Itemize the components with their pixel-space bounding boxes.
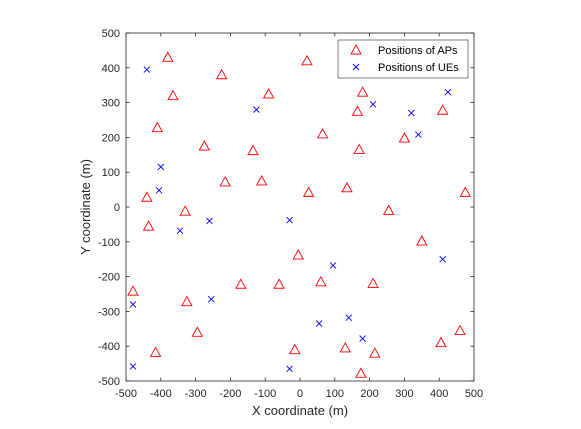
y-tick-label: -100 — [98, 237, 120, 249]
ap-point — [181, 295, 193, 307]
ap-point — [292, 249, 305, 260]
legend: Positions of APs Positions of UEs — [337, 39, 469, 79]
x-tick-label: -200 — [219, 388, 241, 400]
x-tick-label: 0 — [297, 388, 303, 400]
ap-point — [235, 278, 247, 289]
ap-point — [353, 143, 365, 155]
x-tick-label: 300 — [395, 388, 413, 400]
ue-point — [439, 255, 446, 263]
ap-point — [141, 191, 153, 202]
x-tick-label: 400 — [430, 388, 448, 400]
ap-point — [315, 275, 327, 287]
ap-point — [302, 186, 315, 197]
ap-point — [436, 104, 449, 115]
ue-point — [129, 301, 137, 308]
ap-point — [369, 347, 381, 358]
y-axis-ticks: -500 -400 -300 -200 -100 0 100 200 300 400 500 — [98, 28, 474, 388]
ap-point — [127, 285, 139, 296]
ap-point — [339, 342, 352, 353]
ap-point — [316, 127, 329, 139]
y-axis-label: Y coordinate (m) — [78, 159, 93, 255]
ap-point — [341, 181, 353, 193]
ap-point — [459, 186, 472, 197]
ue-point — [345, 314, 353, 321]
ap-point — [355, 367, 367, 378]
y-tick-label: 200 — [102, 132, 120, 144]
ap-point — [215, 68, 228, 80]
x-tick-label: -400 — [150, 388, 172, 400]
ap-point — [301, 54, 313, 66]
ue-point — [444, 88, 452, 96]
y-tick-label: 0 — [114, 202, 120, 214]
y-tick-label: -200 — [98, 272, 120, 284]
ap-point — [219, 176, 231, 187]
ue-point — [329, 262, 337, 269]
ap-point — [273, 278, 285, 289]
ap-point — [351, 105, 364, 116]
ue-point — [286, 216, 293, 224]
ue-point — [359, 335, 366, 342]
x-tick-label: -100 — [254, 388, 276, 400]
ap-point — [255, 174, 268, 186]
ap-point — [198, 140, 211, 151]
ue-point — [207, 295, 215, 303]
ap-point — [435, 336, 447, 348]
y-tick-label: -500 — [98, 376, 120, 388]
ap-point — [167, 89, 179, 101]
legend-ap-label: Positions of APs — [378, 45, 458, 57]
y-tick-label: 300 — [102, 98, 120, 110]
ue-point — [253, 106, 260, 113]
ue-point — [206, 217, 213, 225]
ue-point — [143, 66, 151, 73]
y-tick-label: -400 — [98, 341, 120, 353]
ap-point — [382, 204, 395, 215]
ue-point — [157, 163, 165, 171]
ap-point — [151, 121, 164, 133]
ap-point — [142, 220, 155, 231]
x-axis-ticks: -500 -400 -300 -200 -100 0 100 200 300 400 500 — [115, 33, 483, 400]
y-tick-label: 500 — [102, 28, 120, 40]
data-marks — [127, 51, 472, 378]
ue-point — [415, 131, 422, 138]
ap-point — [454, 324, 466, 335]
ue-point — [315, 320, 323, 327]
ap-point — [247, 144, 259, 156]
x-axis-label: X coordinate (m) — [252, 403, 348, 418]
ap-point — [179, 205, 191, 216]
ap-point — [356, 86, 369, 97]
x-tick-label: -500 — [115, 388, 137, 400]
ap-point — [367, 277, 379, 289]
x-tick-label: -300 — [185, 388, 207, 400]
ue-point — [129, 363, 137, 370]
ap-point — [289, 343, 301, 355]
ap-point — [191, 326, 204, 337]
ue-point — [408, 109, 415, 117]
legend-box — [337, 39, 469, 79]
ap-point — [398, 132, 411, 143]
ap-point — [161, 51, 174, 62]
legend-ue-marker — [352, 63, 360, 71]
y-tick-label: 400 — [102, 63, 120, 75]
y-tick-label: -300 — [98, 306, 120, 318]
legend-ue-label: Positions of UEs — [378, 62, 459, 74]
ap-point — [262, 87, 275, 99]
ue-point — [286, 365, 293, 373]
x-tick-label: 100 — [326, 388, 344, 400]
x-tick-label: 200 — [360, 388, 378, 400]
plot-area — [125, 32, 475, 382]
ue-point — [369, 101, 377, 108]
legend-ap-marker — [350, 44, 362, 55]
ue-point — [155, 186, 163, 194]
x-tick-label: 500 — [465, 388, 483, 400]
ap-point — [149, 346, 162, 357]
ap-point — [416, 235, 428, 246]
y-tick-label: 100 — [102, 167, 120, 179]
ue-point — [176, 227, 184, 234]
